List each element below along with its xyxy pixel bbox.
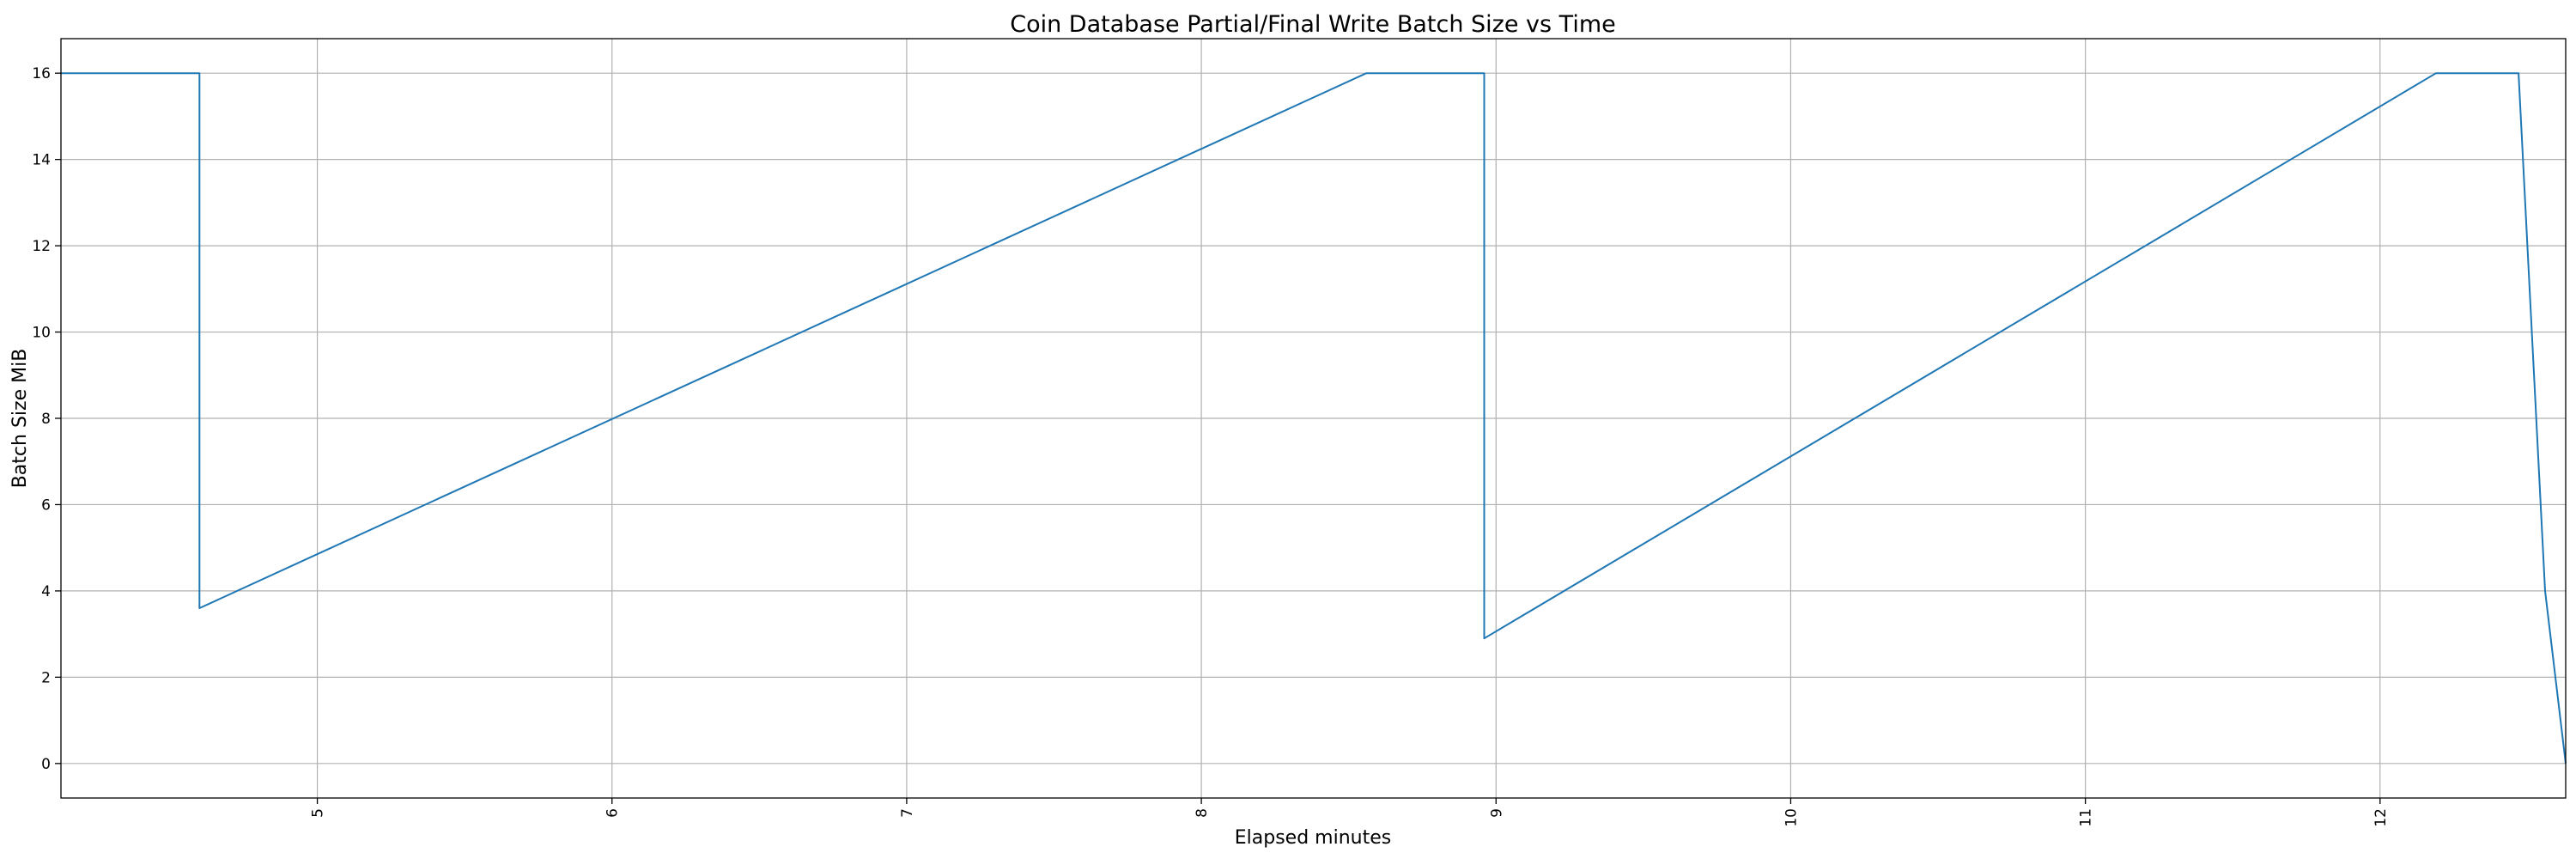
series-line-0	[61, 72, 2567, 764]
chart-title: Coin Database Partial/Final Write Batch …	[1010, 11, 1616, 38]
x-tick-label: 11	[2078, 808, 2095, 827]
axis-ticks: 5 6 7 8 9 10 11 12 0 2 4 6 8 10 12 14 16	[32, 65, 2389, 826]
series-lines	[61, 72, 2567, 764]
y-tick-label: 12	[32, 238, 51, 255]
y-axis-label: Batch Size MiB	[9, 349, 31, 489]
y-tick-label: 14	[32, 152, 51, 169]
y-tick-label: 6	[41, 497, 51, 514]
y-tick-label: 2	[41, 669, 51, 686]
x-tick-label: 6	[605, 808, 622, 818]
y-tick-label: 4	[41, 583, 51, 600]
y-tick-label: 10	[32, 325, 51, 342]
y-tick-label: 0	[41, 756, 51, 773]
y-tick-label: 16	[32, 65, 51, 82]
x-tick-label: 8	[1194, 808, 1211, 818]
x-tick-label: 7	[899, 808, 916, 818]
y-tick-label: 8	[41, 411, 51, 428]
x-tick-label: 10	[1783, 808, 1800, 827]
grid-lines	[61, 39, 2566, 798]
x-tick-label: 5	[310, 808, 327, 818]
x-tick-label: 12	[2372, 808, 2390, 827]
x-tick-label: 9	[1488, 808, 1505, 818]
x-axis-label: Elapsed minutes	[1235, 827, 1391, 849]
